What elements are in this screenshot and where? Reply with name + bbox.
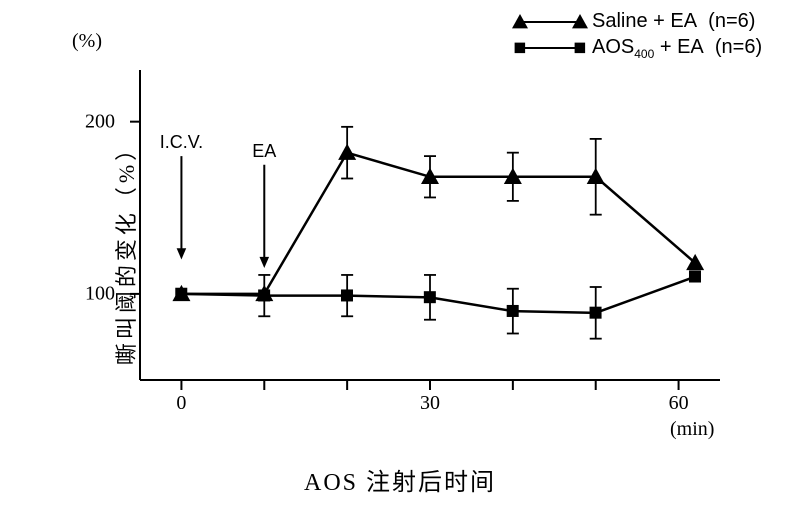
annotation-label: EA: [252, 141, 276, 162]
x-tick-label: 30: [420, 392, 440, 415]
legend-item: AOS400 + EA (n=6): [592, 36, 762, 61]
x-tick-label: 0: [176, 392, 186, 415]
legend-item: Saline + EA (n=6): [592, 10, 755, 33]
annotation-label: I.C.V.: [160, 132, 203, 153]
x-unit-label: (min): [670, 418, 714, 441]
x-tick-label: 60: [669, 392, 689, 415]
y-tick-label: 200: [85, 110, 115, 133]
y-tick-label: 100: [85, 282, 115, 305]
